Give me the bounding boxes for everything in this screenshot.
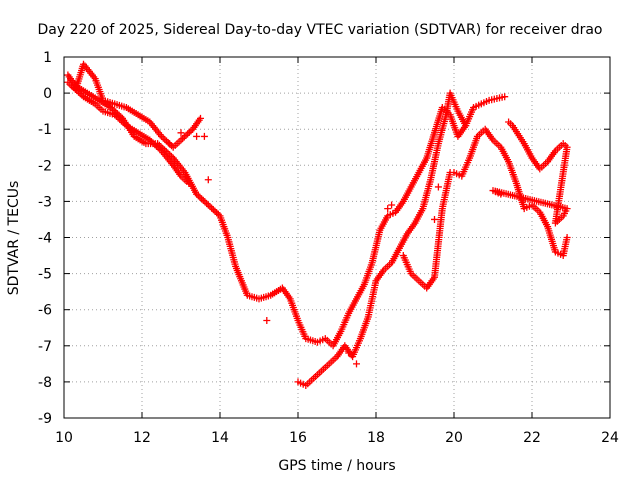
y-tick-label: -1	[38, 122, 52, 138]
data-point-track-c	[68, 82, 76, 90]
data-point-track-c	[146, 136, 154, 144]
x-tick-label: 10	[55, 430, 73, 446]
data-points	[64, 60, 571, 390]
x-tick-label: 14	[211, 430, 229, 446]
grid	[64, 57, 610, 418]
data-point-track-b	[159, 134, 167, 142]
x-tick-label: 24	[601, 430, 619, 446]
data-point-track-b	[161, 136, 169, 144]
y-tick-label: -9	[38, 411, 52, 427]
data-point-track-a	[208, 204, 216, 212]
data-point-track-a	[199, 196, 207, 204]
data-point-track-b	[158, 132, 165, 140]
x-tick-label: 16	[289, 430, 307, 446]
y-tick-label: -2	[38, 158, 52, 174]
data-point-track-b	[180, 133, 188, 141]
data-point-scattered	[384, 205, 392, 213]
y-tick-label: -6	[38, 303, 52, 319]
x-tick-label: 20	[445, 430, 463, 446]
y-tick-label: -4	[38, 231, 52, 247]
data-point-track-a	[201, 198, 209, 206]
data-point-track-c	[152, 142, 160, 150]
data-point-track-c	[147, 138, 155, 146]
data-point-track-c	[112, 112, 120, 120]
data-point-track-b	[177, 136, 185, 144]
data-point-scattered	[177, 129, 185, 137]
data-point-track-a	[196, 193, 204, 201]
data-point-track-b	[179, 134, 187, 142]
data-point-track-c	[116, 115, 124, 123]
data-point-track-b	[184, 130, 192, 138]
data-point-track-c	[76, 90, 84, 98]
plot-frame	[63, 56, 611, 419]
data-point-scattered	[200, 132, 208, 140]
data-point-track-c	[156, 145, 164, 153]
y-tick-label: -5	[38, 267, 52, 283]
data-point-track-c	[121, 120, 129, 128]
data-point-track-c	[71, 85, 79, 93]
data-point-track-b	[182, 131, 190, 139]
data-point-track-a	[204, 201, 212, 209]
y-tick-label: -3	[38, 194, 52, 210]
y-tick-label: 1	[43, 50, 52, 66]
data-point-scattered	[431, 215, 438, 223]
data-point-track-c	[185, 179, 193, 187]
data-point-track-c	[78, 91, 86, 99]
data-point-track-b	[164, 139, 172, 147]
data-point-track-a	[211, 207, 219, 215]
y-axis-label: SDTVAR / TECUs	[6, 181, 22, 296]
data-point-track-b	[197, 114, 204, 122]
x-axis-label: GPS time / hours	[278, 458, 395, 474]
data-point-scattered	[388, 201, 396, 209]
y-tick-label: -8	[38, 375, 52, 391]
data-point-track-d	[462, 122, 470, 130]
data-point-track-c	[151, 141, 159, 149]
data-point-track-a	[203, 199, 211, 207]
y-tick-label: -7	[38, 339, 52, 355]
data-point-track-a	[501, 93, 509, 101]
data-point-scattered	[193, 132, 201, 140]
data-point-track-c	[111, 111, 119, 119]
data-point-track-c	[73, 87, 81, 95]
data-point-scattered	[204, 176, 212, 184]
x-tick-label: 12	[133, 430, 151, 446]
data-point-track-c	[117, 117, 125, 125]
data-point-track-b	[185, 128, 193, 136]
data-point-track-a	[194, 192, 202, 200]
x-tick-label: 22	[523, 430, 541, 446]
data-point-track-a	[198, 195, 206, 203]
x-tick-label: 18	[367, 430, 385, 446]
data-point-track-c	[154, 144, 162, 152]
data-point-track-a	[209, 206, 217, 214]
data-point-scattered	[434, 183, 442, 191]
data-point-track-c	[74, 88, 82, 96]
data-point-scattered	[353, 360, 360, 368]
data-point-track-c	[114, 114, 122, 122]
y-tick-label: 0	[43, 86, 52, 102]
chart-title: Day 220 of 2025, Sidereal Day-to-day VTE…	[37, 22, 602, 38]
data-point-track-a	[107, 104, 115, 112]
data-point-track-a	[193, 190, 201, 198]
y-tick-labels: 1 0 -1 -2 -3 -4 -5 -6 -7 -8 -9	[38, 50, 52, 427]
data-point-track-c	[149, 139, 157, 147]
data-point-track-f	[497, 190, 505, 198]
data-point-track-a	[213, 209, 221, 217]
data-point-scattered	[263, 317, 271, 325]
data-point-track-a	[206, 203, 214, 211]
data-point-scattered	[345, 349, 353, 357]
data-point-scattered	[165, 140, 173, 148]
data-point-track-a	[214, 210, 222, 218]
x-tick-labels: 10 12 14 16 18 20 22 24	[55, 430, 619, 446]
data-point-track-e	[563, 234, 571, 241]
data-point-track-c	[119, 118, 127, 126]
data-point-track-c	[69, 83, 77, 91]
